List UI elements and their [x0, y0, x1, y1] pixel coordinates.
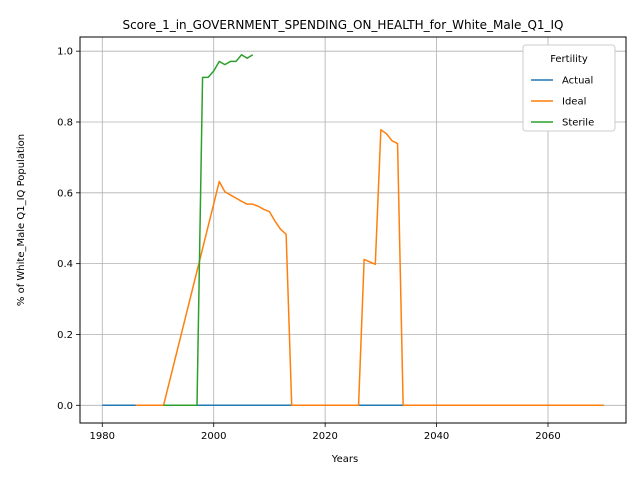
y-tick-label: 0.8: [57, 117, 73, 128]
legend-label-actual: Actual: [562, 76, 593, 87]
x-tick-label: 2040: [424, 431, 449, 442]
x-tick-label: 2060: [535, 431, 560, 442]
x-tick-label: 1980: [90, 431, 115, 442]
legend: Fertility Actual Ideal Sterile: [522, 44, 616, 132]
y-axis-ticks: 0.0 0.2 0.4 0.6 0.8 1.0: [57, 47, 80, 412]
y-axis-label: % of White_Male Q1_IQ Population: [16, 134, 27, 306]
legend-label-ideal: Ideal: [562, 97, 586, 108]
y-tick-label: 0.0: [57, 401, 73, 412]
series-line-ideal: [135, 129, 604, 407]
x-tick-label: 2020: [312, 431, 337, 442]
legend-items: Actual Ideal Sterile: [531, 76, 594, 129]
x-axis-ticks: 1980 2000 2020 2040 2060: [90, 423, 561, 442]
y-tick-label: 0.2: [57, 330, 73, 341]
y-tick-label: 1.0: [57, 47, 73, 58]
y-tick-label: 0.6: [57, 188, 73, 199]
legend-title: Fertility: [550, 54, 588, 65]
x-tick-label: 2000: [201, 431, 226, 442]
series-lines: [102, 53, 604, 407]
y-tick-label: 0.4: [57, 259, 73, 270]
chart-title: Score_1_in_GOVERNMENT_SPENDING_ON_HEALTH…: [122, 18, 563, 32]
x-axis-label: Years: [331, 454, 358, 465]
plot-frame: [79, 36, 627, 424]
series-line-sterile: [163, 53, 254, 407]
legend-box: [522, 44, 616, 132]
legend-label-sterile: Sterile: [562, 118, 594, 129]
